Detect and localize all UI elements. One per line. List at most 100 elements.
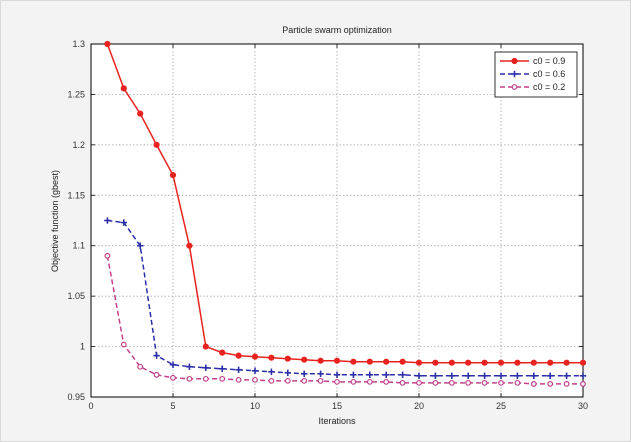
data-point (448, 359, 455, 366)
axis-ticks: 0 5 10 15 20 25 30 0.95 1 1.05 1.1 1.15 1.2 1.25 1.3 (67, 39, 588, 411)
data-point (104, 217, 111, 224)
data-point (333, 357, 341, 364)
series-1 (104, 40, 587, 366)
data-point (333, 371, 341, 379)
x-tick-label: 30 (578, 401, 588, 411)
data-point (399, 358, 406, 365)
data-point (530, 372, 537, 380)
data-point (235, 352, 242, 359)
data-point (120, 85, 127, 92)
chart-title: Particle swarm optimization (282, 25, 392, 35)
data-point (399, 379, 406, 386)
legend: c0 = 0.9 c0 = 0.6 c0 = 0.2 (494, 51, 578, 98)
data-point (530, 380, 537, 387)
data-point (563, 359, 570, 366)
data-point (350, 371, 357, 379)
y-tick-label: 1 (80, 342, 85, 352)
data-point (481, 372, 488, 380)
data-point (481, 379, 488, 386)
legend-label: c0 = 0.6 (533, 69, 565, 79)
series-layer (104, 40, 587, 387)
data-point (317, 370, 324, 378)
data-point (137, 110, 144, 117)
data-point (448, 379, 455, 386)
data-point (186, 363, 193, 370)
data-point (465, 379, 472, 386)
data-point (153, 141, 160, 148)
data-point (153, 352, 160, 359)
data-point (334, 378, 340, 385)
data-point (219, 349, 226, 356)
data-point (350, 358, 357, 365)
grid-lines (91, 44, 583, 397)
legend-label: c0 = 0.2 (533, 82, 565, 92)
x-tick-label: 0 (88, 401, 93, 411)
x-tick-label: 10 (250, 401, 260, 411)
data-point (416, 379, 422, 386)
data-point (202, 364, 209, 371)
y-tick-label: 1.2 (72, 140, 85, 150)
data-point (301, 356, 308, 363)
data-point (497, 359, 505, 366)
data-point (202, 343, 209, 350)
data-point (350, 378, 357, 385)
data-point (465, 359, 472, 366)
data-point (104, 252, 111, 259)
data-point (383, 378, 390, 385)
data-point (104, 40, 111, 48)
data-point (579, 372, 587, 380)
y-tick-label: 1.25 (67, 89, 85, 99)
x-axis-title: Iterations (318, 416, 356, 426)
y-tick-label: 1.1 (72, 241, 85, 251)
legend-swatch-marker (511, 70, 518, 78)
data-point (547, 380, 554, 387)
data-point (169, 172, 177, 179)
data-point (465, 372, 472, 380)
data-point (169, 361, 177, 368)
data-point (235, 366, 242, 373)
data-point (268, 368, 275, 375)
data-point (514, 372, 521, 380)
data-point (563, 380, 570, 387)
x-tick-label: 5 (170, 401, 175, 411)
x-tick-label: 15 (332, 401, 342, 411)
data-point (547, 359, 554, 366)
series-2 (104, 217, 587, 380)
data-point (514, 359, 521, 366)
data-point (366, 371, 373, 379)
x-tick-label: 25 (496, 401, 506, 411)
data-point (137, 242, 144, 249)
data-point (530, 359, 537, 366)
data-point (219, 375, 226, 382)
data-point (580, 380, 586, 387)
data-point (383, 358, 390, 365)
data-point (579, 359, 587, 366)
data-point (120, 219, 127, 226)
data-point (301, 377, 308, 384)
data-point (268, 377, 275, 384)
data-point (284, 369, 291, 376)
data-point (268, 354, 275, 361)
y-tick-label: 1.15 (67, 190, 85, 200)
y-axis-title: Objective function (gbest) (50, 170, 60, 272)
legend-swatch-marker (511, 84, 518, 90)
data-point (284, 377, 291, 384)
data-point (563, 372, 570, 380)
y-tick-label: 0.95 (67, 392, 85, 402)
data-point (481, 359, 488, 366)
data-point (284, 355, 291, 362)
data-point (317, 357, 324, 364)
x-tick-label: 20 (414, 401, 424, 411)
data-point (186, 375, 193, 382)
data-point (202, 375, 209, 382)
data-point (251, 367, 259, 374)
data-point (219, 365, 226, 372)
data-point (317, 377, 324, 384)
data-point (498, 379, 504, 386)
data-point (186, 242, 193, 249)
data-point (153, 371, 160, 378)
data-point (547, 372, 554, 380)
legend-label: c0 = 0.9 (533, 56, 565, 66)
data-point (235, 376, 242, 383)
